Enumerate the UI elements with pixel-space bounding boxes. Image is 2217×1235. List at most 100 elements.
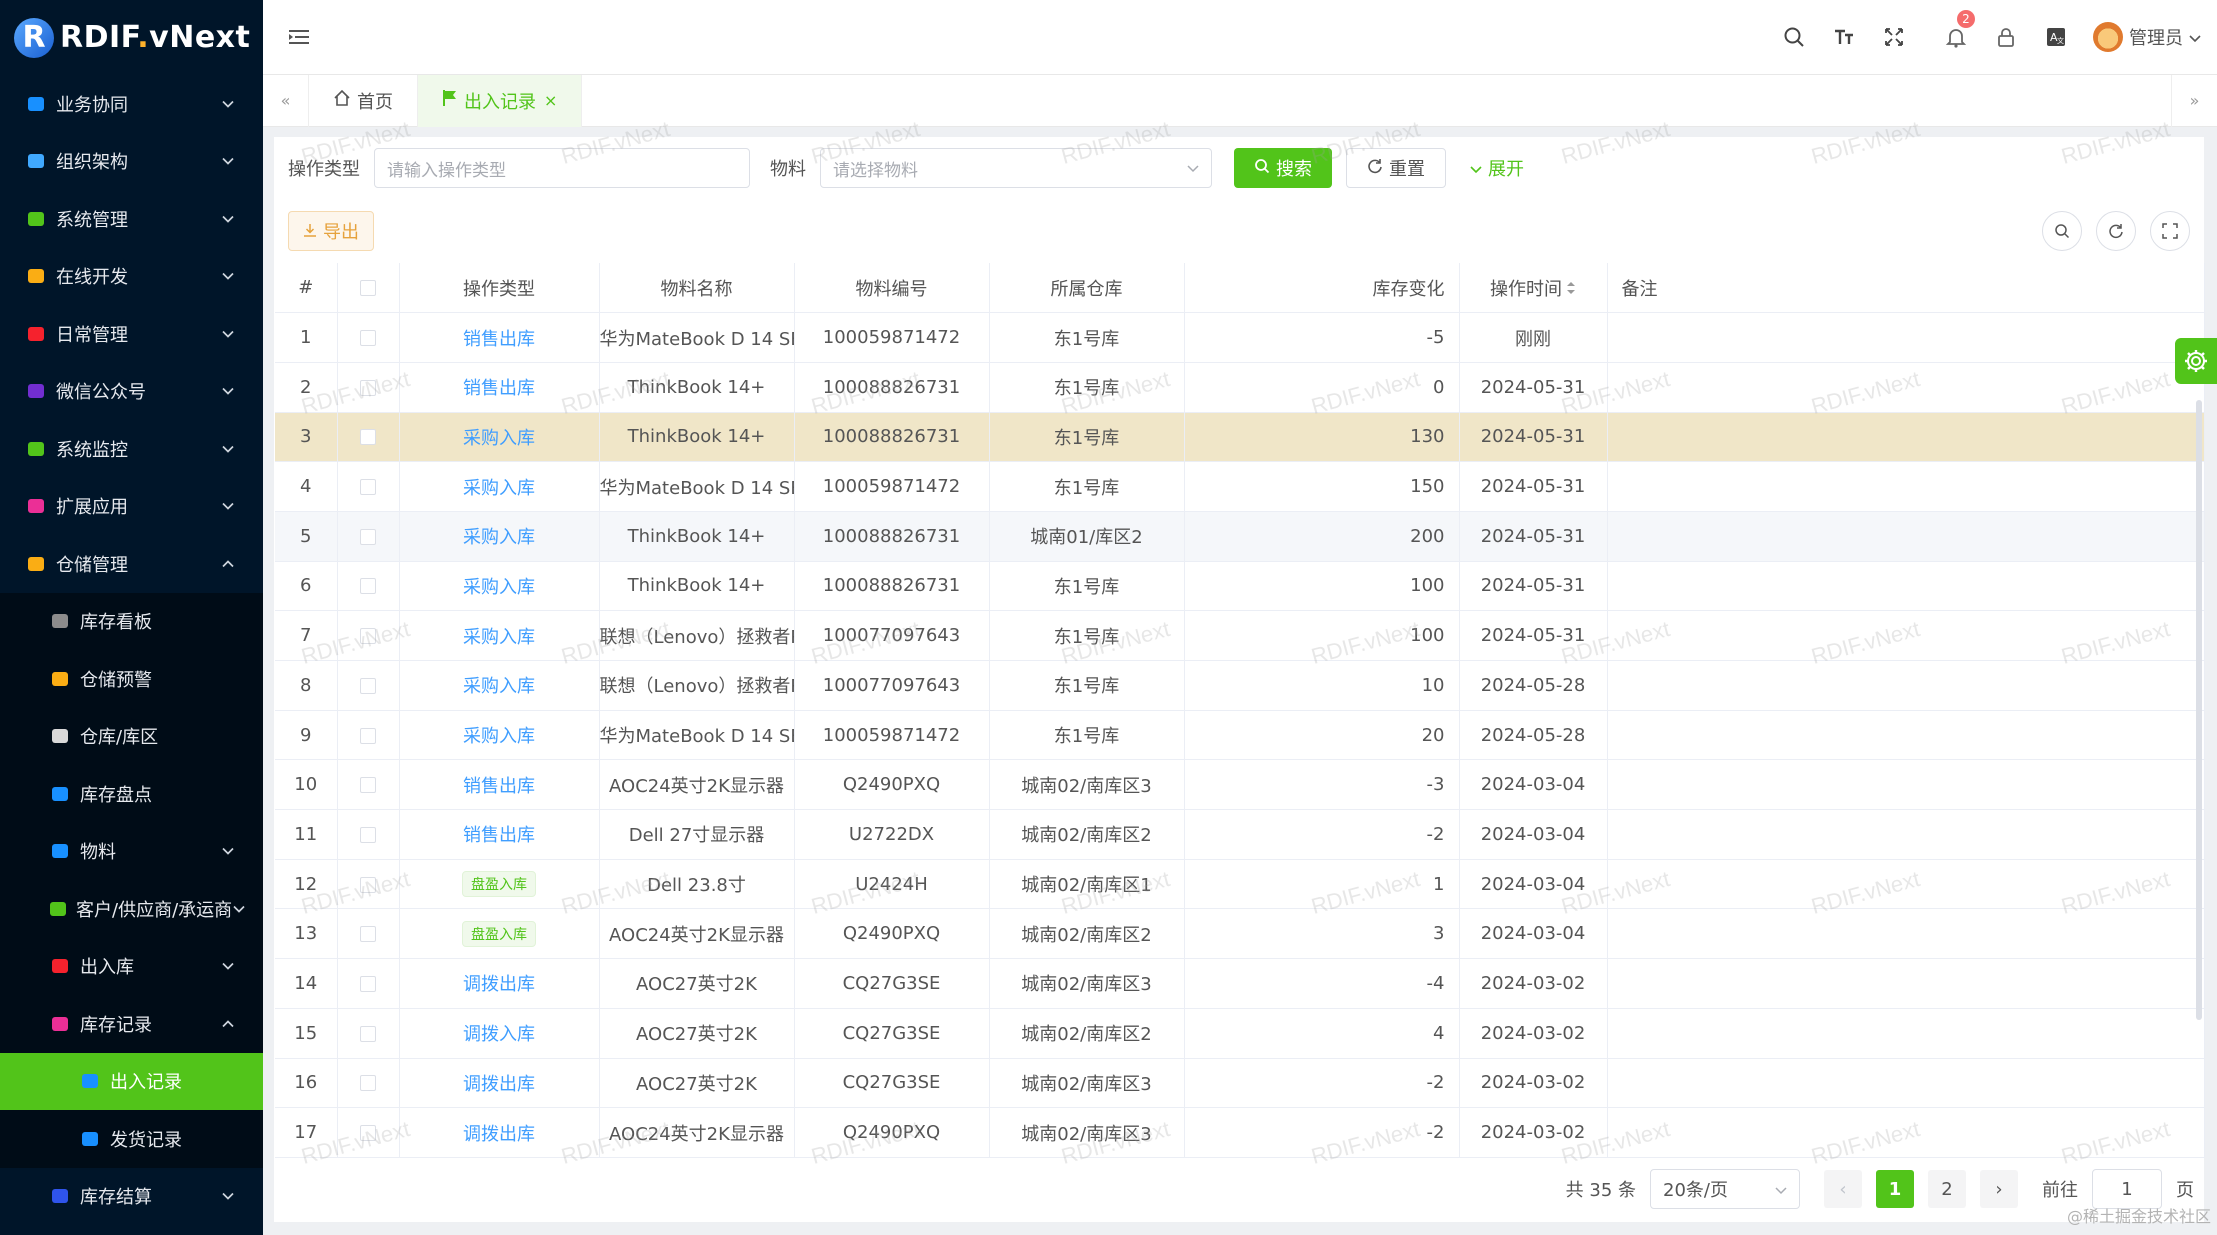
reset-button[interactable]: 重置 — [1346, 148, 1446, 188]
cell-select[interactable] — [337, 511, 400, 562]
op-type-link[interactable]: 销售出库 — [463, 378, 535, 400]
row-checkbox[interactable] — [360, 1075, 376, 1092]
sidebar-item-sidebar-warehouse_children-6[interactable]: 出入库 — [0, 938, 263, 996]
row-checkbox[interactable] — [360, 677, 376, 694]
table-row[interactable]: 16 调拨出库 AOC27英寸2K CQ27G3SE 城南02/南库区3 -2 2024-0… — [275, 1058, 2205, 1109]
sidebar-item-sidebar-warehouse_children-7[interactable]: 库存记录 — [0, 995, 263, 1053]
sidebar-item-sidebar-items-4[interactable]: 日常管理 — [0, 305, 263, 363]
cell-select[interactable] — [337, 809, 400, 860]
cell-select[interactable] — [337, 1107, 400, 1158]
table-row[interactable]: 9 采购入库 华为MateBook D 14 SE 100059871472 东1号库 2… — [275, 710, 2205, 761]
sidebar-item-sidebar-last_item[interactable]: 库存结算 — [0, 1168, 263, 1226]
sidebar-item-sidebar-items-1[interactable]: 组织架构 — [0, 133, 263, 191]
op-type-link[interactable]: 采购入库 — [463, 477, 535, 499]
page-1-button[interactable]: 1 — [1876, 1170, 1914, 1208]
expand-button[interactable]: 展开 — [1450, 148, 1544, 188]
settings-gear-icon[interactable] — [2175, 338, 2217, 384]
page-2-button[interactable]: 2 — [1928, 1170, 1966, 1208]
row-checkbox[interactable] — [360, 429, 376, 446]
goto-page-input[interactable]: 1 — [2092, 1169, 2162, 1209]
table-row[interactable]: 17 调拨出库 AOC24英寸2K显示器 Q2490PXQ 城南02/南库区3 -2 202… — [275, 1107, 2205, 1158]
sidebar-item-sidebar-items-0[interactable]: 业务协同 — [0, 75, 263, 133]
app-logo[interactable]: R RDIF.vNext — [0, 0, 263, 75]
cell-select[interactable] — [337, 660, 400, 711]
export-button[interactable]: 导出 — [288, 211, 374, 251]
row-checkbox[interactable] — [360, 926, 376, 943]
op-type-link[interactable]: 调拨出库 — [463, 974, 535, 996]
toggle-search-icon[interactable] — [2042, 211, 2082, 251]
table-row[interactable]: 1 销售出库 华为MateBook D 14 SE 100059871472 东1号库 -… — [275, 312, 2205, 363]
close-icon[interactable]: × — [544, 91, 558, 110]
cell-select[interactable] — [337, 759, 400, 811]
table-row[interactable]: 2 销售出库 ThinkBook 14+ 100088826731 东1号库 0 2024-… — [275, 362, 2205, 413]
row-checkbox[interactable] — [360, 479, 376, 496]
tabs-scroll-left-icon[interactable]: « — [263, 74, 309, 127]
sidebar-item-sidebar-items-6[interactable]: 系统监控 — [0, 420, 263, 478]
col-select-all[interactable] — [337, 263, 400, 314]
table-row[interactable]: 14 调拨出库 AOC27英寸2K CQ27G3SE 城南02/南库区3 -4 2024-0… — [275, 958, 2205, 1009]
row-checkbox[interactable] — [360, 1125, 376, 1142]
table-row[interactable]: 4 采购入库 华为MateBook D 14 SE 100059871472 东1号库 1… — [275, 461, 2205, 512]
table-row[interactable]: 5 采购入库 ThinkBook 14+ 100088826731 城南01/库区2 20… — [275, 511, 2205, 562]
table-row[interactable]: 10 销售出库 AOC24英寸2K显示器 Q2490PXQ 城南02/南库区3 -3 202… — [275, 759, 2205, 811]
col-op-time[interactable]: 操作时间 — [1459, 263, 1608, 314]
op-type-link[interactable]: 采购入库 — [463, 676, 535, 698]
font-size-icon[interactable] — [1831, 24, 1857, 50]
cell-select[interactable] — [337, 362, 400, 413]
op-type-link[interactable]: 采购入库 — [463, 527, 535, 549]
row-checkbox[interactable] — [360, 528, 376, 545]
table-row[interactable]: 11 销售出库 Dell 27寸显示器 U2722DX 城南02/南库区2 -2 2024-… — [275, 809, 2205, 860]
cell-select[interactable] — [337, 461, 400, 512]
sidebar-item-sidebar-record_children-1[interactable]: 发货记录 — [0, 1110, 263, 1168]
cell-select[interactable] — [337, 610, 400, 661]
sidebar-item-sidebar-warehouse_children-5[interactable]: 客户/供应商/承运商 — [0, 880, 263, 938]
op-type-link[interactable]: 采购入库 — [463, 427, 535, 449]
sidebar-item-sidebar-items-3[interactable]: 在线开发 — [0, 248, 263, 306]
table-row[interactable]: 12 盘盈入库 Dell 23.8寸 U2424H 城南02/南库区1 1 2024-03-… — [275, 859, 2205, 910]
table-row[interactable]: 15 调拨入库 AOC27英寸2K CQ27G3SE 城南02/南库区2 4 2024-03… — [275, 1008, 2205, 1059]
notification-bell-icon[interactable]: 2 — [1943, 10, 1975, 50]
table-row[interactable]: 8 采购入库 联想（Lenovo）拯救者R7000100077097643东1号库1… — [275, 660, 2205, 711]
sidebar-item-sidebar-items-7[interactable]: 扩展应用 — [0, 478, 263, 536]
sidebar-item-sidebar-items-8[interactable]: 仓储管理 — [0, 535, 263, 593]
sidebar-item-sidebar-items-5[interactable]: 微信公众号 — [0, 363, 263, 421]
next-page-button[interactable]: › — [1980, 1170, 2018, 1208]
op-type-link[interactable]: 销售出库 — [463, 825, 535, 847]
op-type-link[interactable]: 销售出库 — [463, 775, 535, 797]
prev-page-button[interactable]: ‹ — [1824, 1170, 1862, 1208]
row-checkbox[interactable] — [360, 379, 376, 396]
fullscreen-icon[interactable] — [2150, 211, 2190, 251]
op-type-link[interactable]: 调拨入库 — [463, 1024, 535, 1046]
table-row[interactable]: 3 采购入库 ThinkBook 14+ 100088826731 东1号库 130 202… — [275, 412, 2205, 463]
sidebar-item-sidebar-items-2[interactable]: 系统管理 — [0, 190, 263, 248]
material-select[interactable]: 请选择物料 — [820, 148, 1212, 188]
row-checkbox[interactable] — [360, 876, 376, 893]
op-type-link[interactable]: 调拨出库 — [463, 1123, 535, 1145]
sidebar-item-sidebar-warehouse_children-1[interactable]: 仓储预警 — [0, 650, 263, 708]
op-type-link[interactable]: 采购入库 — [463, 626, 535, 648]
cell-select[interactable] — [337, 958, 400, 1009]
sidebar-item-sidebar-warehouse_children-3[interactable]: 库存盘点 — [0, 765, 263, 823]
cell-select[interactable] — [337, 1058, 400, 1109]
op-type-link[interactable]: 采购入库 — [463, 576, 535, 598]
search-button[interactable]: 搜索 — [1234, 148, 1332, 188]
tab-inout-records[interactable]: 出入记录 × — [418, 74, 583, 127]
row-checkbox[interactable] — [360, 330, 376, 347]
sort-icon[interactable] — [1566, 279, 1576, 300]
search-icon[interactable] — [1781, 24, 1807, 50]
cell-select[interactable] — [337, 859, 400, 910]
table-row[interactable]: 7 采购入库 联想（Lenovo）拯救者R7000100077097643东1号库1… — [275, 610, 2205, 661]
select-all-checkbox[interactable] — [360, 280, 376, 297]
table-scrollbar[interactable] — [2196, 400, 2202, 1020]
op-type-link[interactable]: 销售出库 — [463, 328, 535, 350]
page-size-select[interactable]: 20条/页 — [1650, 1169, 1800, 1209]
sidebar-item-sidebar-warehouse_children-2[interactable]: 仓库/库区 — [0, 708, 263, 766]
row-checkbox[interactable] — [360, 777, 376, 794]
row-checkbox[interactable] — [360, 975, 376, 992]
sidebar-item-sidebar-warehouse_children-0[interactable]: 库存看板 — [0, 593, 263, 651]
table-row[interactable]: 6 采购入库 ThinkBook 14+ 100088826731 东1号库 100 202… — [275, 561, 2205, 612]
tabs-scroll-right-icon[interactable]: » — [2171, 74, 2217, 127]
sidebar-item-sidebar-record_children-0[interactable]: 出入记录 — [0, 1052, 263, 1110]
cell-select[interactable] — [337, 312, 400, 363]
